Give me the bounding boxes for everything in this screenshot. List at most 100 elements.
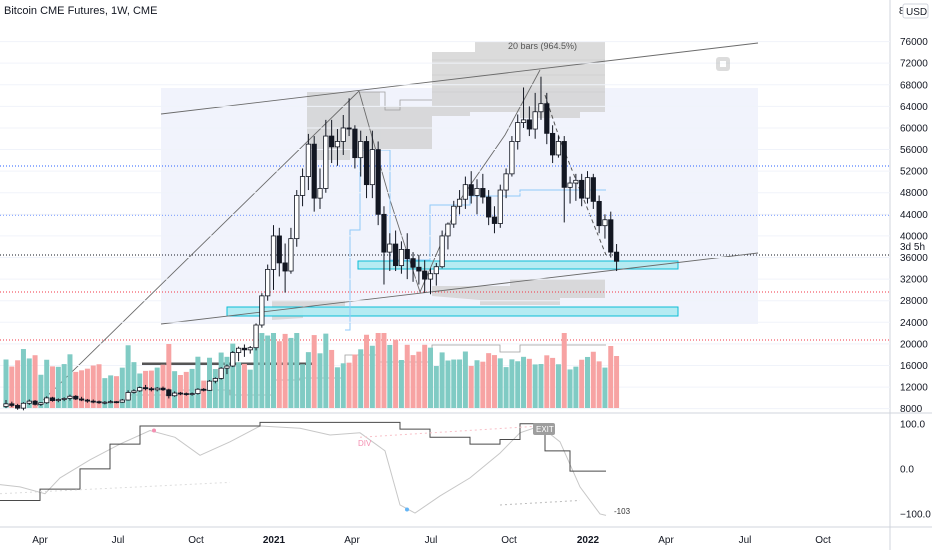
volume-bar	[67, 354, 73, 408]
candle	[398, 249, 405, 267]
volume-bar	[555, 364, 561, 408]
volume-bar	[515, 361, 521, 408]
candle	[613, 251, 620, 262]
osc-dashed-red	[359, 425, 541, 438]
volume-bar	[113, 376, 119, 408]
candle	[154, 387, 160, 391]
candle	[224, 365, 230, 369]
osc-tick-label: −100.0	[900, 509, 931, 520]
volume-bar	[346, 362, 352, 408]
x-tick-label: Oct	[501, 535, 517, 546]
candle	[247, 347, 253, 351]
volume-bar	[340, 363, 346, 408]
x-tick-label: Apr	[344, 535, 360, 546]
candle	[183, 393, 189, 395]
y-tick-label: 48000	[900, 188, 928, 199]
y-tick-label: 56000	[900, 145, 928, 156]
candle	[352, 128, 358, 159]
candle	[329, 135, 335, 148]
candle	[270, 235, 277, 270]
candle	[427, 273, 434, 280]
x-tick-label: Jul	[112, 535, 125, 546]
candle	[509, 141, 515, 175]
currency-badge[interactable]	[902, 3, 929, 19]
volume-bar	[84, 368, 90, 408]
candle	[515, 122, 521, 142]
volume-bar	[195, 356, 201, 408]
volume-bar	[38, 374, 44, 408]
candle	[305, 143, 311, 177]
candle	[177, 392, 184, 395]
candle	[15, 405, 21, 409]
candle	[497, 189, 503, 224]
y-tick-label: 60000	[900, 123, 928, 134]
candle	[206, 380, 213, 391]
candle	[433, 266, 439, 275]
volume-bar	[125, 345, 131, 408]
candle	[288, 238, 294, 272]
volume-bar	[247, 369, 253, 408]
y-tick-label: 32000	[900, 275, 928, 286]
volume-bar	[433, 366, 439, 408]
candle	[166, 389, 172, 397]
candle	[486, 196, 492, 218]
candle	[503, 173, 509, 191]
volume-bar	[602, 367, 608, 408]
volume-bar	[32, 355, 38, 408]
volume-bar	[561, 333, 567, 408]
candle	[480, 188, 486, 198]
volume-bar	[131, 362, 137, 408]
volume-bar	[236, 362, 242, 408]
x-tick-label: Oct	[188, 535, 204, 546]
candle	[55, 399, 61, 401]
volume-bar	[90, 365, 96, 408]
volume-bar	[305, 352, 311, 408]
x-tick-label: Oct	[815, 535, 831, 546]
x-tick-label: 2021	[263, 535, 286, 546]
gray-cloud-stripes	[432, 59, 605, 93]
volume-bar	[393, 339, 399, 408]
candle	[9, 403, 15, 406]
measure-label: 20 bars (964.5%)	[508, 41, 577, 51]
volume-bar	[369, 345, 375, 408]
candle	[393, 243, 399, 267]
candle	[520, 119, 527, 123]
volume-bar	[608, 345, 614, 408]
watermark-icon	[716, 57, 730, 71]
step-line-gray-lower	[130, 344, 606, 396]
volume-bar	[387, 344, 393, 408]
x-tick-label: Apr	[658, 535, 674, 546]
candle	[38, 402, 44, 405]
candle	[131, 390, 137, 393]
osc-tick-label: 100.0	[900, 419, 925, 430]
y-tick-label: 68000	[900, 80, 928, 91]
dashed-decline	[544, 94, 607, 256]
candle	[445, 223, 451, 237]
candle	[363, 141, 370, 186]
candle	[323, 135, 329, 189]
volume-bar	[358, 349, 364, 408]
volume-bar	[9, 366, 15, 408]
y-tick-label: 44000	[900, 210, 928, 221]
candle	[230, 352, 236, 367]
chart-title: Bitcoin CME Futures, 1W, CME	[4, 5, 157, 17]
y-tick-label: 76000	[900, 37, 928, 48]
volume-bar	[79, 370, 85, 408]
y-tick-label: 28000	[900, 296, 928, 307]
volume-bar	[404, 344, 410, 408]
currency-cut-label: 8	[899, 6, 905, 17]
candle	[410, 258, 416, 268]
candle	[451, 205, 457, 225]
volume-bar	[44, 359, 50, 408]
volume-bar	[3, 359, 9, 408]
candle	[555, 141, 562, 156]
volume-bar	[509, 359, 515, 408]
candle	[590, 177, 596, 202]
volume-bar	[166, 344, 172, 408]
volume-bar	[270, 333, 276, 408]
oscillator-min-label: -103	[614, 507, 631, 516]
volume-bar	[590, 351, 596, 408]
volume-bar	[521, 356, 527, 408]
candle	[369, 149, 375, 186]
